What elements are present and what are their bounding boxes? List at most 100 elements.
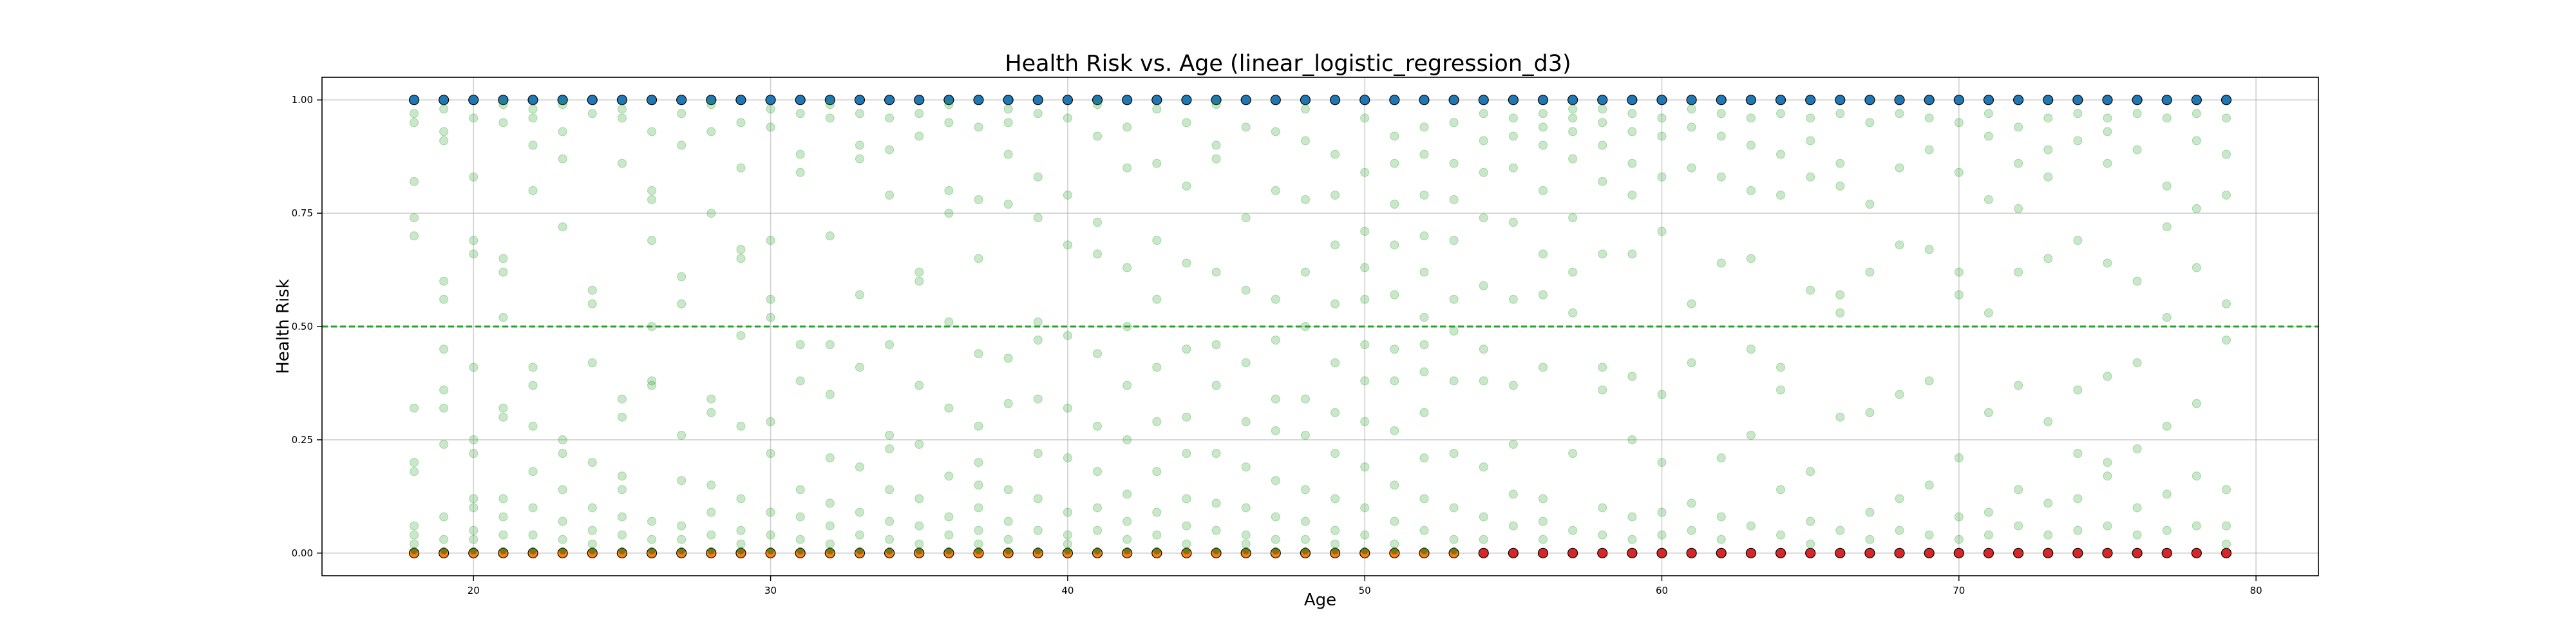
predicted-point bbox=[1419, 231, 1429, 241]
predicted-point bbox=[706, 408, 716, 417]
predicted-point bbox=[2043, 172, 2053, 182]
predicted-point bbox=[1598, 140, 1607, 150]
predicted-point bbox=[1241, 122, 1251, 132]
actual-point-high bbox=[1329, 95, 1341, 106]
predicted-point bbox=[1419, 312, 1429, 322]
actual-point-low bbox=[2132, 547, 2143, 558]
predicted-point-dense bbox=[1034, 547, 1042, 554]
predicted-point bbox=[974, 349, 983, 359]
predicted-point bbox=[1627, 109, 1637, 118]
predicted-point bbox=[1419, 367, 1429, 377]
actual-point-high bbox=[1389, 95, 1400, 106]
predicted-point bbox=[1598, 104, 1607, 114]
predicted-point bbox=[1568, 308, 1578, 317]
predicted-point bbox=[1924, 245, 1934, 254]
predicted-point-dense bbox=[618, 547, 626, 554]
predicted-point bbox=[1003, 485, 1013, 495]
predicted-point bbox=[1657, 172, 1667, 182]
predicted-point bbox=[1687, 122, 1696, 132]
predicted-point bbox=[439, 345, 449, 354]
predicted-point bbox=[1538, 249, 1548, 259]
predicted-point bbox=[2132, 444, 2142, 453]
predicted-point bbox=[1063, 403, 1072, 413]
actual-point-high bbox=[2072, 95, 2083, 106]
predicted-point bbox=[1627, 435, 1637, 444]
predicted-point bbox=[1093, 349, 1103, 359]
predicted-point bbox=[1984, 408, 1993, 417]
predicted-point bbox=[1033, 172, 1043, 182]
predicted-point bbox=[617, 104, 627, 114]
predicted-point bbox=[1598, 503, 1607, 513]
predicted-point bbox=[1419, 267, 1429, 277]
predicted-point bbox=[1924, 113, 1934, 123]
predicted-point bbox=[1063, 190, 1072, 200]
chart-title: Health Risk vs. Age (linear_logistic_reg… bbox=[1005, 51, 1571, 77]
actual-point-high bbox=[1745, 95, 1756, 106]
predicted-point bbox=[558, 535, 567, 544]
actual-point-high bbox=[1983, 95, 1994, 106]
predicted-point bbox=[1390, 480, 1399, 490]
predicted-point bbox=[1538, 535, 1548, 544]
predicted-point bbox=[410, 213, 419, 223]
predicted-point bbox=[706, 209, 716, 218]
predicted-point bbox=[2103, 372, 2112, 381]
actual-point-high bbox=[2161, 95, 2172, 106]
predicted-point bbox=[1360, 503, 1370, 513]
predicted-point-dense bbox=[1094, 547, 1101, 554]
predicted-point bbox=[1924, 530, 1934, 540]
predicted-point bbox=[2192, 136, 2201, 146]
predicted-point bbox=[706, 394, 716, 404]
predicted-point bbox=[1984, 109, 1993, 118]
predicted-point bbox=[587, 109, 597, 118]
predicted-point bbox=[469, 113, 478, 123]
predicted-point-dense bbox=[1450, 547, 1458, 554]
predicted-point bbox=[1835, 158, 1845, 168]
predicted-point bbox=[1152, 158, 1162, 168]
predicted-point bbox=[974, 254, 983, 263]
predicted-point bbox=[1508, 113, 1518, 123]
predicted-point bbox=[1033, 526, 1043, 535]
predicted-point bbox=[1419, 526, 1429, 535]
predicted-point bbox=[1716, 535, 1726, 544]
predicted-point-dense bbox=[1420, 547, 1428, 554]
predicted-point bbox=[617, 471, 627, 481]
predicted-point bbox=[587, 358, 597, 368]
predicted-point bbox=[885, 444, 895, 453]
predicted-point bbox=[825, 231, 835, 241]
predicted-point bbox=[1657, 131, 1667, 141]
predicted-point bbox=[1776, 109, 1786, 118]
predicted-point bbox=[1449, 503, 1459, 513]
predicted-point bbox=[1063, 453, 1072, 463]
actual-point-high bbox=[439, 95, 450, 106]
predicted-point bbox=[1122, 489, 1132, 499]
predicted-point bbox=[944, 100, 954, 109]
predicted-point bbox=[2043, 530, 2053, 540]
predicted-point bbox=[1093, 100, 1103, 109]
predicted-point bbox=[587, 526, 597, 535]
predicted-point bbox=[677, 476, 687, 486]
predicted-point bbox=[1508, 131, 1518, 141]
predicted-point bbox=[736, 526, 746, 535]
predicted-point bbox=[1538, 494, 1548, 504]
predicted-point bbox=[1271, 476, 1280, 486]
predicted-point bbox=[1568, 113, 1578, 123]
predicted-point bbox=[1984, 507, 1993, 517]
predicted-point bbox=[1033, 213, 1043, 223]
predicted-point bbox=[2014, 158, 2023, 168]
predicted-point bbox=[736, 539, 746, 549]
predicted-point bbox=[944, 530, 954, 540]
predicted-point bbox=[439, 136, 449, 146]
predicted-point bbox=[1538, 140, 1548, 150]
predicted-point bbox=[2103, 158, 2112, 168]
predicted-point bbox=[2014, 485, 2023, 495]
y-tick-label: 0.75 bbox=[292, 207, 313, 219]
predicted-point bbox=[677, 109, 687, 118]
predicted-point bbox=[885, 535, 895, 544]
predicted-point bbox=[2073, 494, 2083, 504]
predicted-point bbox=[1331, 494, 1340, 504]
predicted-point bbox=[2043, 254, 2053, 263]
predicted-point bbox=[1360, 263, 1370, 272]
predicted-point bbox=[1806, 172, 1815, 182]
predicted-point bbox=[1538, 516, 1548, 526]
predicted-point bbox=[1419, 122, 1429, 132]
